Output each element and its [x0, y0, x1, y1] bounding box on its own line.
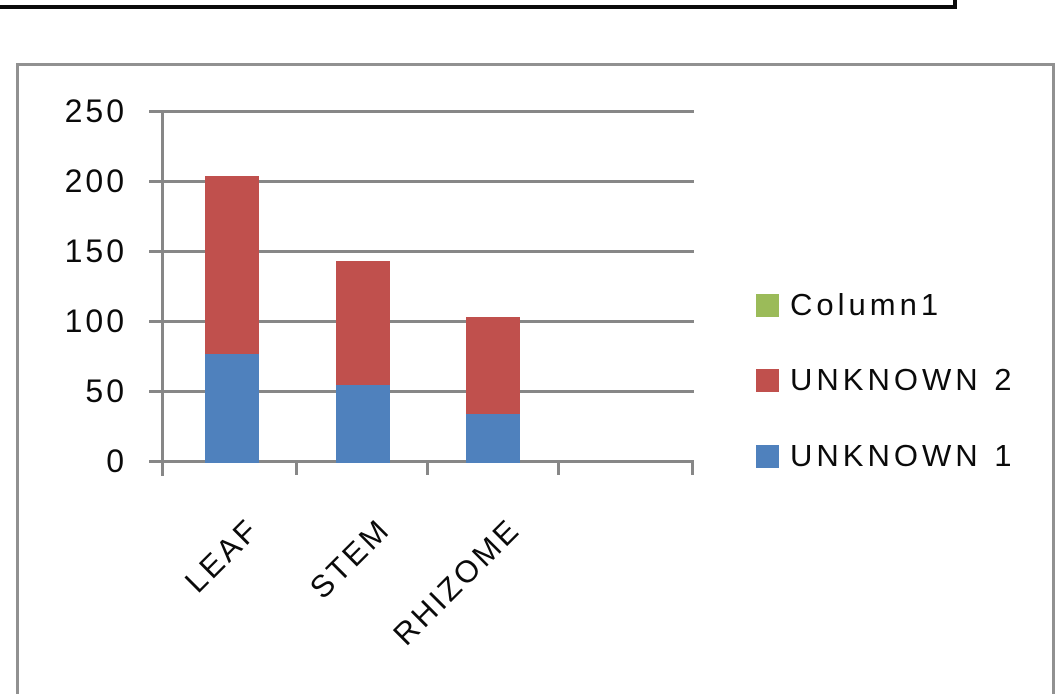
y-axis-tick — [149, 390, 161, 393]
gridline — [161, 250, 694, 253]
legend-label: UNKNOWN 2 — [790, 362, 1016, 397]
legend-swatch-unknown-2 — [756, 368, 779, 392]
x-axis-line — [161, 460, 694, 463]
legend-item: Column1 — [756, 287, 943, 322]
bar-unknown-1-stem — [336, 384, 390, 463]
chart-frame: 0 50 100 150 200 250 LEAF STEM RHIZOME Column1 UN… — [16, 63, 1055, 694]
x-axis-tick — [295, 463, 298, 475]
x-axis-tick — [426, 463, 429, 475]
legend-swatch-column1 — [756, 293, 779, 317]
window-border-fragment — [0, 0, 957, 9]
y-axis-tick-label: 100 — [64, 303, 127, 339]
x-axis-tick — [691, 463, 694, 475]
bar-unknown-1-rhizome — [466, 414, 520, 463]
x-axis-tick — [161, 463, 164, 475]
y-axis-line — [161, 111, 164, 476]
bar-unknown-2-stem — [336, 261, 390, 385]
bar-unknown-1-leaf — [205, 353, 259, 463]
y-axis-tick — [149, 180, 161, 183]
legend-swatch-unknown-1 — [756, 444, 779, 468]
x-axis-tick — [557, 463, 560, 475]
bar-unknown-2-leaf — [205, 176, 259, 354]
gridline — [161, 180, 694, 183]
bar-unknown-2-rhizome — [466, 317, 520, 414]
gridline — [161, 320, 694, 323]
y-axis-tick-label: 50 — [85, 373, 127, 409]
y-axis-tick — [149, 250, 161, 253]
legend-item: UNKNOWN 2 — [756, 362, 1016, 397]
y-axis-tick — [149, 110, 161, 113]
legend-label: Column1 — [790, 287, 943, 322]
gridline — [161, 390, 694, 393]
y-axis-tick — [149, 320, 161, 323]
y-axis-tick — [149, 460, 161, 463]
legend-label: UNKNOWN 1 — [790, 438, 1016, 473]
y-axis-tick-label: 150 — [64, 233, 127, 269]
gridline — [161, 110, 694, 113]
y-axis-tick-label: 200 — [64, 163, 127, 199]
legend-item: UNKNOWN 1 — [756, 438, 1016, 473]
y-axis-tick-label: 0 — [106, 443, 127, 479]
y-axis-tick-label: 250 — [64, 93, 127, 129]
